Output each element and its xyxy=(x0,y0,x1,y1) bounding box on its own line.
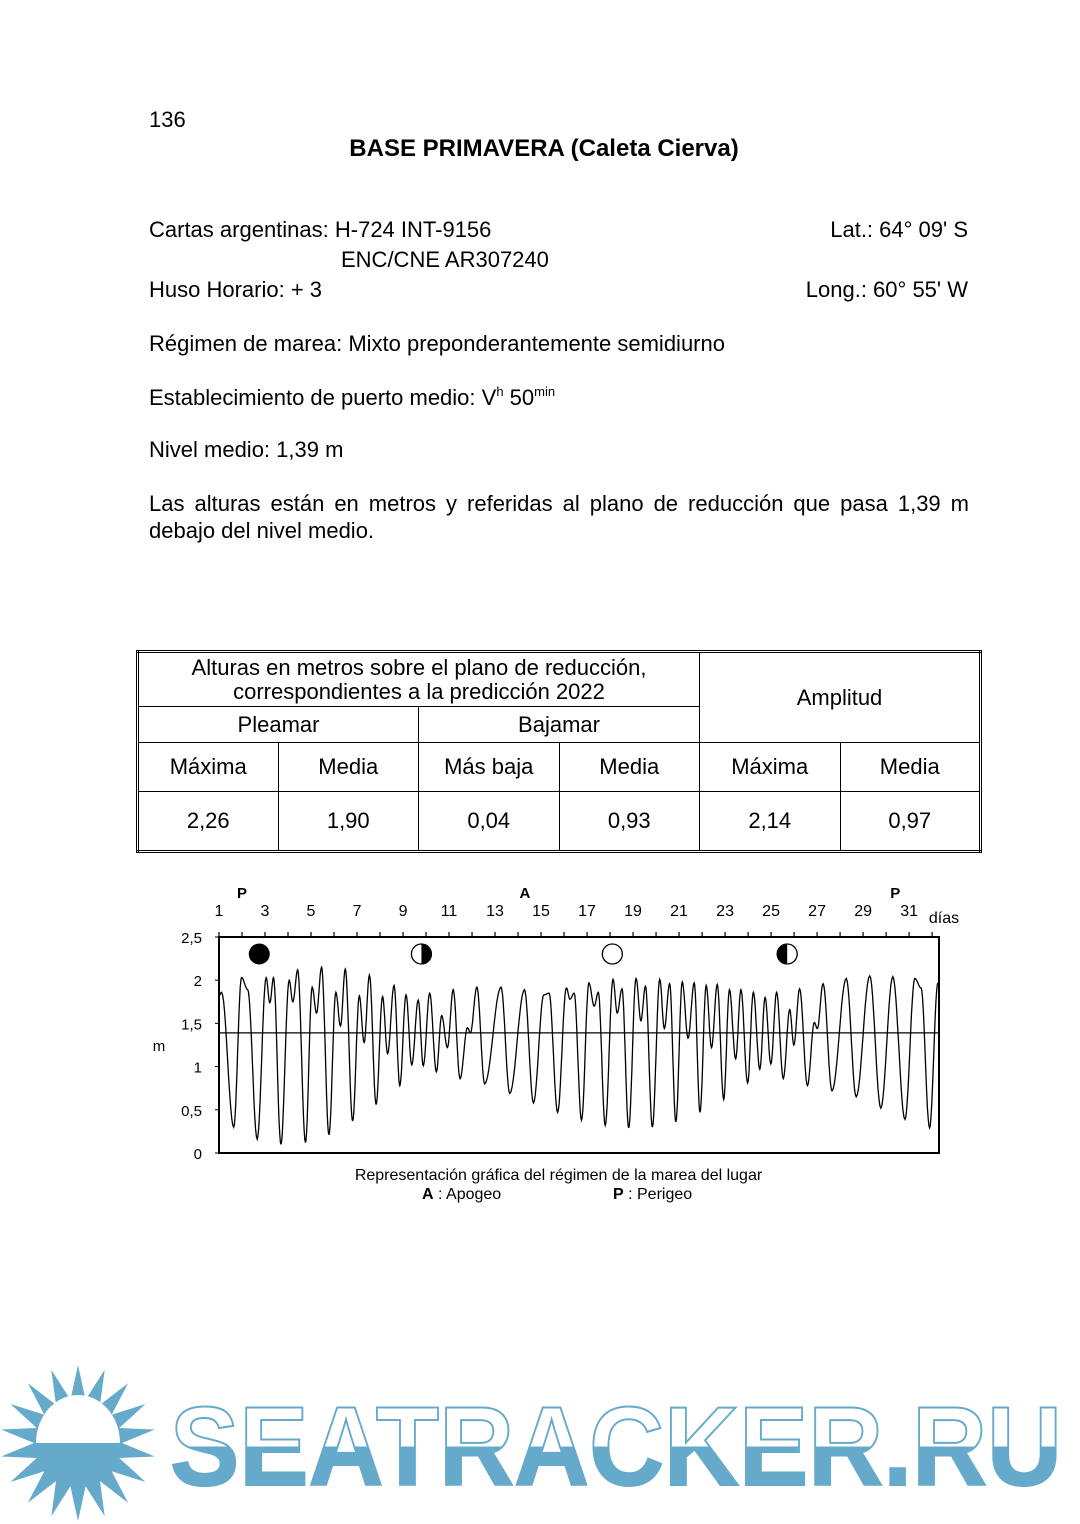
watermark-text: SEATRACKER.RU xyxy=(170,1384,1062,1509)
alturas-note: Las alturas están en metros y referidas … xyxy=(149,491,969,543)
header-line-1: Alturas en metros sobre el plano de redu… xyxy=(191,654,647,680)
page-number: 136 xyxy=(149,107,186,132)
column-header: Máxima xyxy=(699,742,841,792)
table-header-amplitud: Amplitud xyxy=(699,651,981,743)
header-line-2: correspondientes a la predicción 2022 xyxy=(233,678,605,704)
x-tick-label: 23 xyxy=(716,903,734,920)
y-tick-label: 2 xyxy=(194,973,202,990)
apogeo-key: A xyxy=(422,1186,434,1203)
column-header: Media xyxy=(558,742,700,792)
seatracker-watermark: SEATRACKER.RU xyxy=(1,1365,1063,1521)
y-tick-label: 2,5 xyxy=(181,930,202,947)
column-header: Más baja xyxy=(418,742,560,792)
x-tick-label: 25 xyxy=(762,903,780,920)
x-axis-label: días xyxy=(929,910,959,927)
y-tick-label: 1,5 xyxy=(181,1016,202,1033)
perigee-marker: P xyxy=(890,885,900,902)
plot-frame xyxy=(218,936,940,1154)
y-axis-label: m xyxy=(153,1038,166,1055)
establecimiento-text: Establecimiento de puerto medio: Vh 50mi… xyxy=(149,385,555,411)
cartas-enc-text: ENC/CNE AR307240 xyxy=(341,247,549,272)
x-tick-label: 5 xyxy=(307,903,316,920)
perigeo-key: P xyxy=(613,1186,624,1203)
page-title: BASE PRIMAVERA (Caleta Cierva) xyxy=(349,135,739,162)
longitude-text: Long.: 60° 55' W xyxy=(805,277,968,302)
x-tick-label: 3 xyxy=(261,903,270,920)
chart-caption: Representación gráfica del régimen de la… xyxy=(354,1167,763,1184)
tide-summary-table: Alturas en metros sobre el plano de redu… xyxy=(136,650,982,853)
first-quarter-shade xyxy=(421,944,432,964)
perigee-marker: P xyxy=(237,885,247,902)
x-tick-label: 15 xyxy=(532,903,550,920)
establecimiento-hours-sup: h xyxy=(496,384,504,399)
latitude-text: Lat.: 64° 09' S xyxy=(830,217,968,242)
x-tick-label: 1 xyxy=(215,903,224,920)
y-tick-label: 0 xyxy=(194,1146,202,1163)
tide-curve xyxy=(218,965,939,1145)
perigeo-text: : Perigeo xyxy=(623,1186,693,1203)
establecimiento-min-sup: min xyxy=(534,384,556,399)
x-tick-label: 19 xyxy=(624,903,642,920)
column-header: Máxima xyxy=(137,742,279,792)
last-quarter-shade xyxy=(777,944,788,964)
x-tick-label: 21 xyxy=(670,903,688,920)
establecimiento-prefix: Establecimiento de puerto medio: V xyxy=(149,385,497,410)
huso-horario-text: Huso Horario: + 3 xyxy=(149,277,323,302)
sun-logo-icon xyxy=(1,1365,155,1521)
nivel-medio-text: Nivel medio: 1,39 m xyxy=(149,437,344,462)
new-moon-icon xyxy=(248,943,270,965)
full-moon-icon xyxy=(601,943,624,965)
x-tick-label: 11 xyxy=(441,903,458,920)
x-tick-label: 7 xyxy=(353,903,362,920)
x-tick-label: 27 xyxy=(808,903,826,920)
sun-disc xyxy=(36,1395,120,1443)
table-cell: 0,93 xyxy=(558,791,700,852)
cartas-text: Cartas argentinas: H-724 INT-9156 xyxy=(149,217,492,242)
table-cell: 0,97 xyxy=(839,791,981,852)
x-tick-label: 9 xyxy=(399,903,408,920)
regimen-text: Régimen de marea: Mixto preponderantemen… xyxy=(149,331,725,356)
table-header-alturas: Alturas en metros sobre el plano de redu… xyxy=(137,651,700,707)
perigeo-legend: P : Perigeo xyxy=(613,1186,692,1204)
x-tick-label: 13 xyxy=(486,903,504,920)
apogeo-text: : Apogeo xyxy=(433,1186,502,1203)
column-header: Media xyxy=(277,742,419,792)
apogeo-legend: A : Apogeo xyxy=(422,1186,501,1204)
x-tick-label: 29 xyxy=(854,903,872,920)
apogee-marker: A xyxy=(520,885,531,902)
table-cell: 1,90 xyxy=(277,791,419,852)
establecimiento-value: 50 xyxy=(503,385,535,410)
table-header-pleamar: Pleamar xyxy=(137,706,419,743)
x-tick-label: 17 xyxy=(578,903,596,920)
y-tick-label: 1 xyxy=(194,1060,202,1077)
y-tick-label: 0,5 xyxy=(181,1103,202,1120)
x-tick-label: 31 xyxy=(900,903,918,920)
